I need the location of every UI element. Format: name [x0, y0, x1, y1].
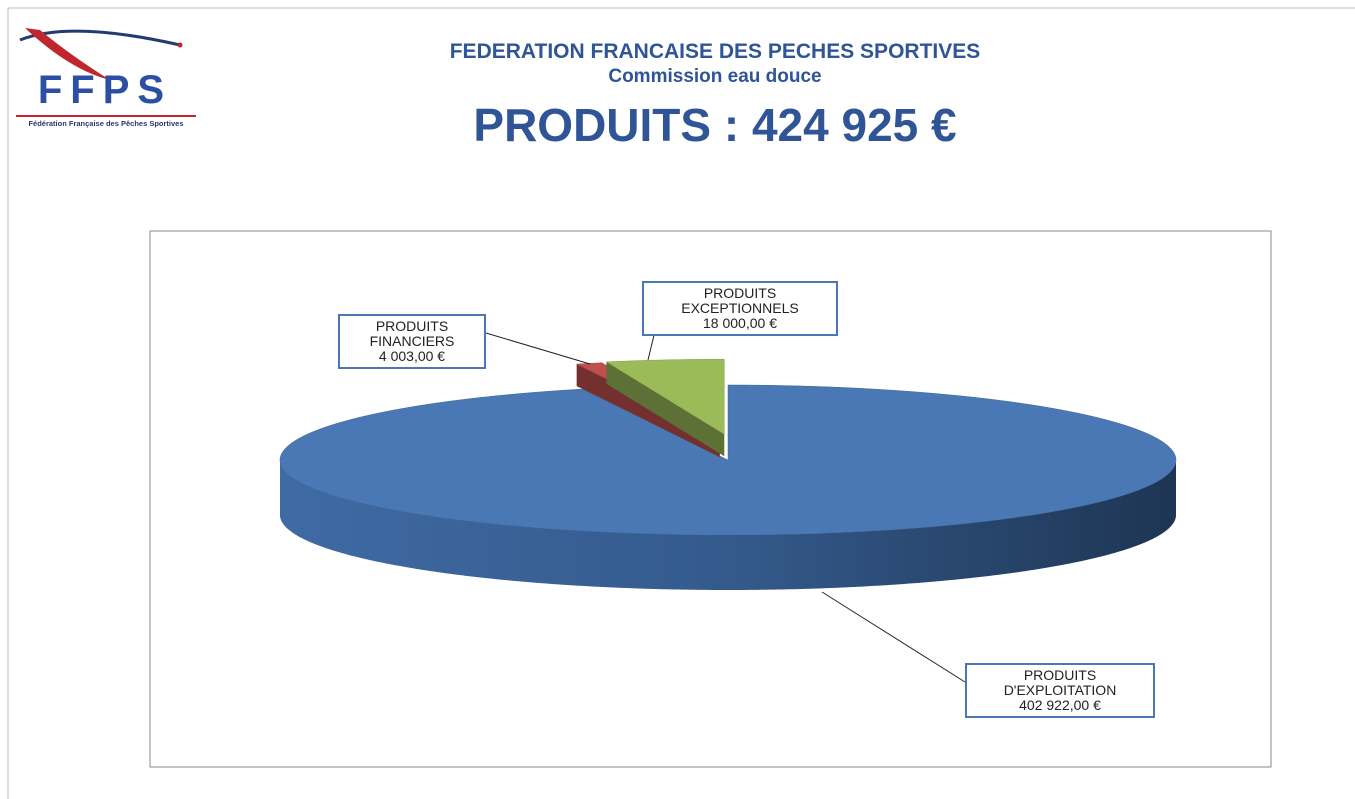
data-label: PRODUITS D'EXPLOITATION 402 922,00 € — [965, 663, 1155, 718]
logo: FFPS Fédération Française des Pêches Spo… — [12, 12, 202, 132]
logo-caption: Fédération Française des Pêches Sportive… — [28, 119, 183, 128]
pie-slice — [279, 384, 1177, 536]
title: FEDERATION FRANCAISE DES PECHES SPORTIVE… — [449, 40, 981, 63]
value-label: 4 003,00 € — [378, 348, 446, 364]
value-label: 18 000,00 € — [703, 315, 777, 331]
pie — [279, 358, 1177, 590]
heading: PRODUITS : 424 925 € — [473, 99, 957, 151]
data-label: PRODUITS FINANCIERS 4 003,00 € — [338, 314, 486, 369]
leader-line — [485, 332, 591, 365]
logo-text: FFPS — [38, 68, 172, 112]
subtitle: Commission eau douce — [608, 66, 822, 87]
category-label: PRODUITS EXCEPTIONNELS — [681, 285, 799, 316]
value-label: 402 922,00 € — [1019, 697, 1101, 713]
pie-slice-side — [606, 361, 725, 457]
leader-line — [821, 591, 966, 683]
category-label: PRODUITS FINANCIERS — [369, 318, 455, 349]
data-label: PRODUITS EXCEPTIONNELS 18 000,00 € — [642, 281, 838, 336]
pie-slice — [605, 358, 725, 435]
category-label: PRODUITS D'EXPLOITATION — [1003, 667, 1117, 698]
pie-slice-side — [280, 460, 1176, 590]
